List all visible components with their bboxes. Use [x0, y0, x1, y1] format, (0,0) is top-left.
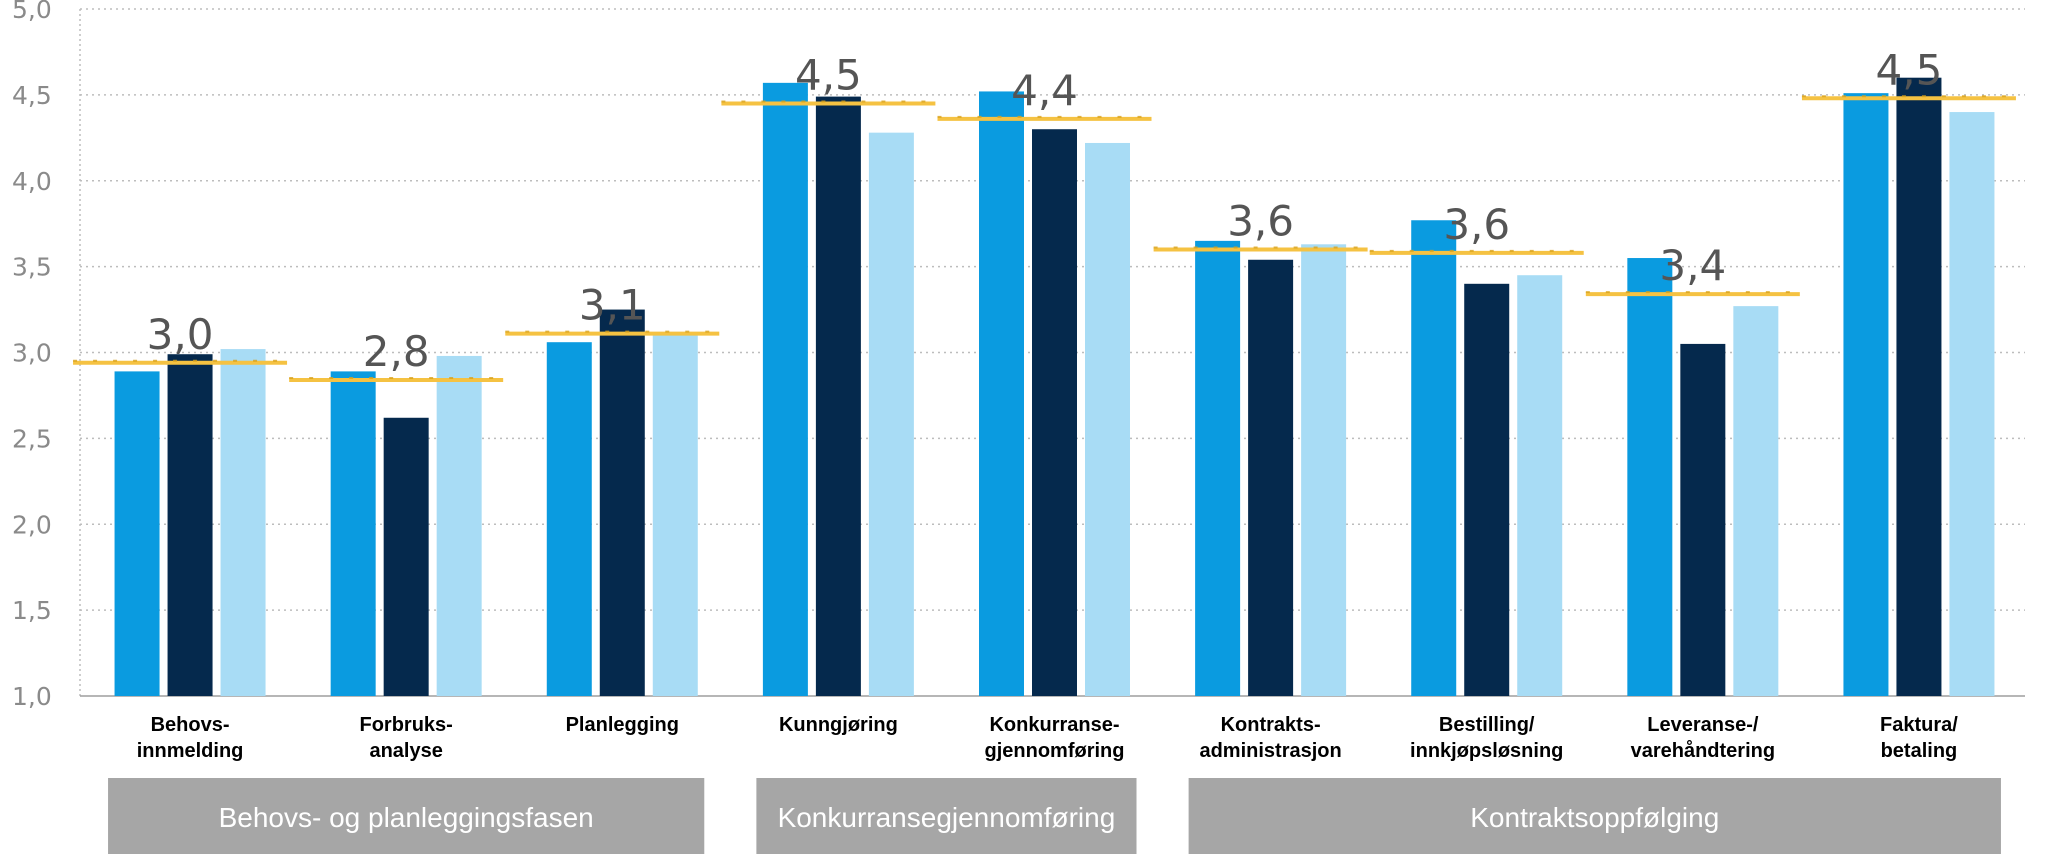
bar — [1949, 112, 1995, 697]
y-tick-label: 1,0 — [12, 682, 52, 711]
category-label-line: Faktura/ — [1880, 714, 1958, 736]
average-label: 3,6 — [1227, 196, 1294, 245]
bar — [1195, 240, 1241, 697]
y-tick-label: 4,0 — [12, 167, 52, 196]
y-tick-label: 4,5 — [12, 81, 52, 110]
category-label: Bestilling/innkjøpsløsning — [1410, 714, 1563, 762]
bar — [1301, 244, 1347, 697]
average-label: 3,6 — [1443, 200, 1510, 249]
category-label-line: Konkurranse- — [989, 714, 1119, 736]
category-label-line: Forbruks- — [359, 714, 452, 736]
average-label: 3,0 — [147, 310, 214, 359]
y-tick-label: 3,0 — [12, 339, 52, 368]
phase-label: Konkurransegjennomføring — [778, 802, 1116, 833]
y-axis-ticks: 1,0 1,5 2,0 2,5 3,0 3,5 4,0 4,5 5,0 — [12, 0, 52, 711]
category-label: Kontrakts-administrasjon — [1199, 714, 1341, 762]
average-label: 3,4 — [1659, 241, 1726, 290]
category-label: Planlegging — [566, 714, 679, 736]
phase-band — [756, 778, 1137, 854]
category-label-line: analyse — [369, 740, 442, 762]
bar — [1085, 142, 1130, 697]
phase-band — [108, 778, 705, 854]
y-tick-label: 1,5 — [12, 596, 52, 625]
bar — [762, 82, 808, 697]
bar — [383, 417, 429, 696]
phase-band — [1188, 778, 2001, 854]
category-label-line: Kontrakts- — [1221, 714, 1321, 736]
average-label: 4,5 — [795, 50, 862, 99]
category-label-line: Bestilling/ — [1439, 714, 1535, 736]
bar — [167, 354, 213, 696]
bar — [220, 349, 266, 696]
category-label-line: administrasjon — [1199, 740, 1341, 762]
bar — [1680, 343, 1726, 696]
bars — [114, 77, 1995, 697]
bar — [1843, 93, 1889, 697]
bar — [114, 371, 160, 696]
category-label: Leveranse-/ varehåndtering — [1631, 714, 1775, 762]
phase-label: Behovs- og planleggingsfasen — [219, 802, 594, 833]
y-tick-label: 5,0 — [12, 0, 52, 24]
category-label: Faktura/betaling — [1880, 714, 1958, 762]
average-label: 4,4 — [1011, 66, 1078, 115]
bar — [1032, 129, 1077, 697]
bar — [546, 342, 592, 696]
phase-label: Kontraktsoppfølging — [1470, 802, 1719, 833]
y-tick-label: 2,0 — [12, 510, 52, 539]
bar — [979, 91, 1024, 696]
category-label-line: Kunngjøring — [779, 714, 898, 736]
bar — [1464, 283, 1510, 696]
average-label: 2,8 — [363, 327, 430, 376]
category-label-line: Behovs- — [151, 714, 230, 736]
category-label-line: innmelding — [137, 740, 244, 762]
bar — [1517, 275, 1563, 696]
average-lines: 3,0 2,8 3,1 4,5 4,4 3,6 3,6 3,4 4,5 — [73, 45, 2016, 382]
category-label-line: Planlegging — [566, 714, 679, 736]
category-label: Forbruks-analyse — [359, 714, 452, 762]
y-tick-label: 3,5 — [12, 253, 52, 282]
category-label: Kunngjøring — [779, 714, 898, 736]
bar — [599, 309, 645, 696]
bar — [868, 132, 914, 696]
bar — [330, 371, 376, 696]
category-label-line: innkjøpsløsning — [1410, 740, 1563, 762]
average-label: 4,5 — [1876, 45, 1943, 94]
phase-bands: Behovs- og planleggingsfasen Konkurranseg… — [108, 778, 2001, 854]
bar — [1733, 306, 1779, 696]
bar — [652, 335, 698, 696]
category-label-line: Leveranse-/ — [1647, 714, 1759, 736]
average-label: 3,1 — [579, 281, 646, 330]
category-label-line: varehåndtering — [1631, 739, 1775, 762]
category-label: Konkurranse-gjennomføring — [985, 714, 1125, 762]
category-label: Behovs-innmelding — [137, 714, 244, 762]
bar — [1627, 258, 1673, 696]
bar — [1248, 259, 1294, 696]
bar — [1896, 77, 1942, 696]
bar — [815, 96, 861, 696]
bar — [1411, 220, 1457, 696]
category-label-line: betaling — [1881, 740, 1958, 762]
category-label-line: gjennomføring — [985, 740, 1125, 762]
x-axis-labels: Behovs-innmelding Forbruks-analyse Planleg… — [137, 714, 1959, 762]
bar — [436, 355, 482, 696]
y-tick-label: 2,5 — [12, 424, 52, 453]
